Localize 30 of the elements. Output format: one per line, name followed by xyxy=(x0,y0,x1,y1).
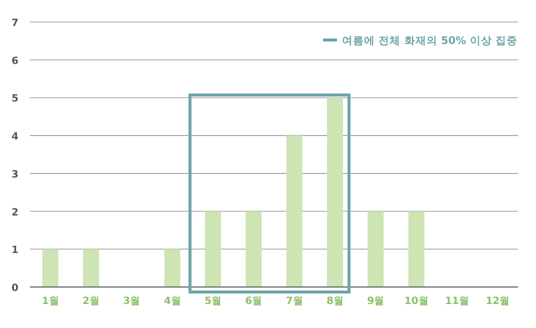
bar xyxy=(164,249,180,287)
x-tick-label: 1월 xyxy=(42,296,59,307)
bar xyxy=(205,211,221,287)
x-tick-label: 8월 xyxy=(326,296,344,307)
x-tick-label: 12월 xyxy=(486,296,510,307)
bar xyxy=(42,249,58,287)
y-tick-label: 3 xyxy=(12,169,19,180)
bar xyxy=(327,98,343,287)
y-tick-label: 7 xyxy=(12,18,19,29)
x-tick-label: 5월 xyxy=(204,296,222,307)
x-tick-label: 11월 xyxy=(445,296,469,307)
x-tick-label: 4월 xyxy=(164,296,181,307)
x-tick-label: 3월 xyxy=(123,296,140,307)
bar xyxy=(286,136,302,287)
y-tick-label: 0 xyxy=(12,283,19,294)
y-tick-label: 1 xyxy=(12,245,19,256)
y-tick-label: 4 xyxy=(12,132,19,143)
y-tick-label: 6 xyxy=(12,56,19,67)
bar xyxy=(368,211,384,287)
x-tick-label: 9월 xyxy=(367,296,384,307)
x-tick-label: 2월 xyxy=(82,296,100,307)
x-tick-label: 10월 xyxy=(404,296,428,307)
annotation: 여름에 전체 화재의 50% 이상 집중 xyxy=(342,35,518,47)
x-tick-label: 7월 xyxy=(286,296,303,307)
y-tick-label: 2 xyxy=(12,207,19,218)
bar xyxy=(83,249,99,287)
x-tick-label: 6월 xyxy=(245,296,262,307)
bar xyxy=(246,211,262,287)
bar xyxy=(408,211,424,287)
y-tick-label: 5 xyxy=(12,94,19,105)
